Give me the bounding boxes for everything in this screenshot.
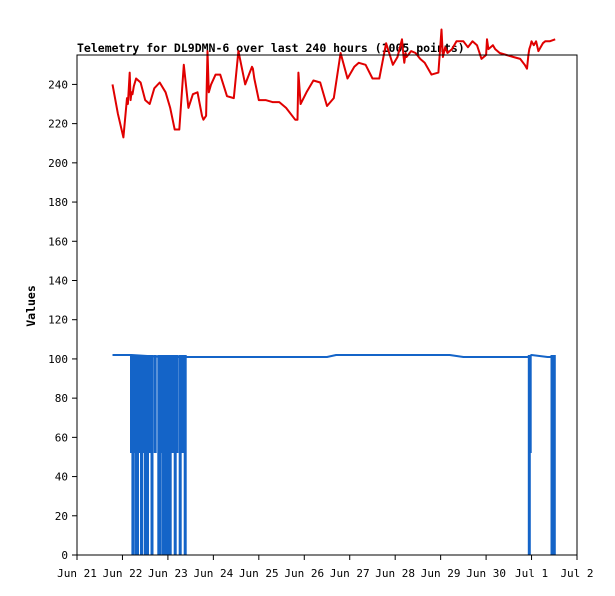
y-tick-label: 60 bbox=[55, 431, 68, 444]
y-tick-label: 80 bbox=[55, 392, 68, 405]
y-tick-label: 20 bbox=[55, 510, 68, 523]
plot-frame bbox=[76, 54, 578, 556]
x-tick-label: Jun 26 bbox=[284, 567, 324, 580]
x-tick-label: Jun 29 bbox=[421, 567, 461, 580]
x-tick-label: Jun 22 bbox=[103, 567, 143, 580]
y-tick-label: 160 bbox=[48, 235, 68, 248]
y-tick-label: 220 bbox=[48, 118, 68, 131]
y-tick-label: 200 bbox=[48, 157, 68, 170]
chart-title: Telemetry for DL9DMN-6 over last 240 hou… bbox=[77, 41, 465, 55]
y-tick-label: 140 bbox=[48, 274, 68, 287]
y-tick-label: 0 bbox=[61, 549, 68, 562]
x-tick-label: Jun 23 bbox=[148, 567, 188, 580]
series-layer bbox=[77, 28, 577, 556]
x-tick-label: Jul 1 bbox=[515, 567, 548, 580]
y-axis: 0 20 40 60 80 100 120 140 160 180 200 220 240 bbox=[48, 78, 77, 562]
y-tick-label: 120 bbox=[48, 314, 68, 327]
x-tick-label: Jun 30 bbox=[466, 567, 506, 580]
y-tick-label: 100 bbox=[48, 353, 68, 366]
y-tick-label: 240 bbox=[48, 78, 68, 91]
x-tick-label: Jun 21 bbox=[57, 567, 97, 580]
x-tick-label: Jun 25 bbox=[239, 567, 279, 580]
x-tick-label: Jun 24 bbox=[193, 567, 233, 580]
y-axis-label: Values bbox=[24, 285, 38, 327]
x-tick-label: Jun 27 bbox=[330, 567, 370, 580]
x-tick-label: Jun 28 bbox=[375, 567, 415, 580]
y-tick-label: 40 bbox=[55, 471, 68, 484]
y-tick-label: 180 bbox=[48, 196, 68, 209]
x-tick-label: Jul 2 bbox=[560, 567, 593, 580]
series-line-1 bbox=[111, 28, 556, 139]
x-axis: Jun 21 Jun 22 Jun 23 Jun 24 Jun 25 Jun 26 Jun … bbox=[57, 555, 594, 580]
